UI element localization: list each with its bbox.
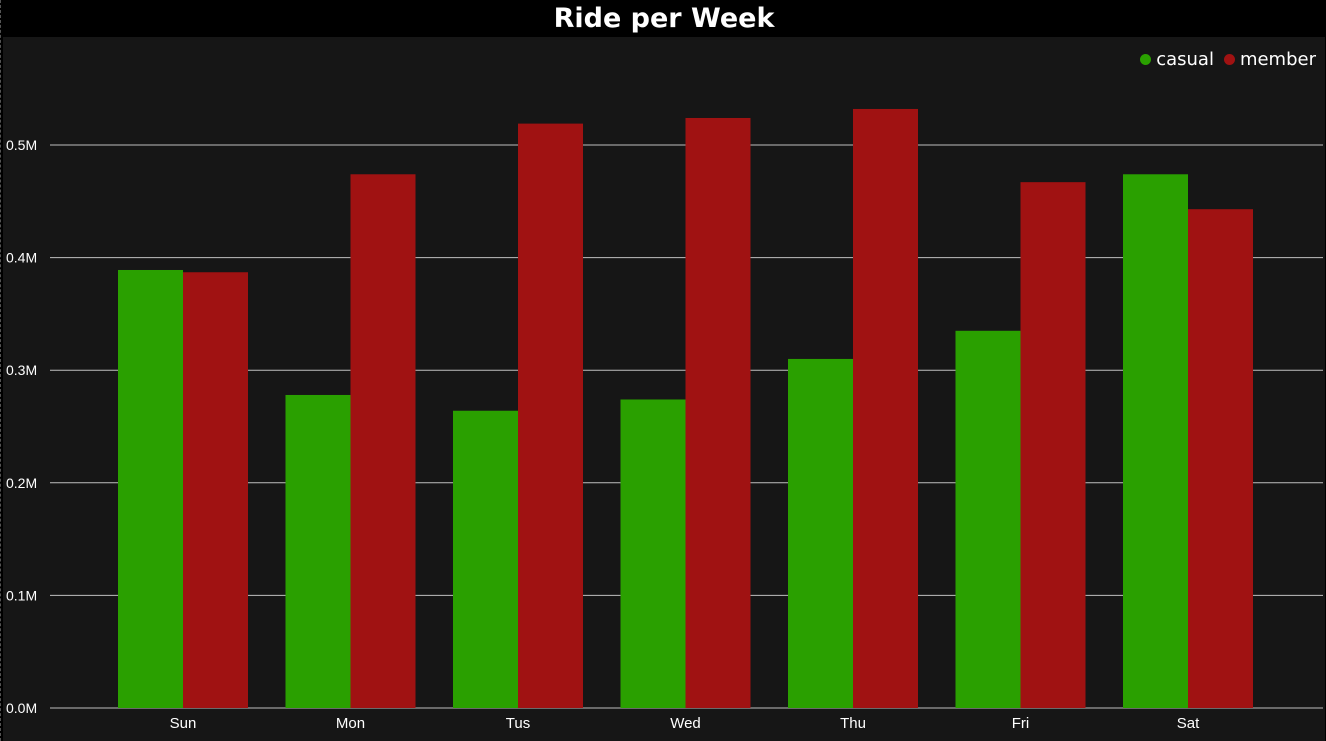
bar-member-thu[interactable] <box>853 108 918 708</box>
y-tick-label: 0.0M <box>6 700 37 716</box>
bar-casual-sat[interactable] <box>1123 174 1188 708</box>
y-tick-label: 0.3M <box>6 362 37 378</box>
legend-label-member: member <box>1239 49 1316 70</box>
y-tick-label: 0.2M <box>6 475 37 491</box>
bar-casual-wed[interactable] <box>620 399 686 708</box>
bar-member-sun[interactable] <box>183 272 248 708</box>
x-tick-label-sun: Sun <box>170 715 197 732</box>
legend-item-casual[interactable]: casual <box>1140 49 1214 70</box>
x-tick-label-tus: Tus <box>506 715 530 732</box>
bar-member-tus[interactable] <box>518 123 583 708</box>
legend-label-casual: casual <box>1156 49 1214 70</box>
legend-swatch-casual <box>1140 54 1152 65</box>
bar-casual-sun[interactable] <box>118 269 183 708</box>
x-tick-label-sat: Sat <box>1177 715 1200 732</box>
bar-casual-mon[interactable] <box>285 394 351 708</box>
chart-title: Ride per Week <box>1 0 1326 37</box>
x-tick-label-wed: Wed <box>670 715 701 732</box>
legend-item-member[interactable]: member <box>1223 49 1316 70</box>
x-tick-label-fri: Fri <box>1012 715 1030 732</box>
bar-casual-fri[interactable] <box>955 330 1021 708</box>
y-tick-label: 0.5M <box>6 137 37 153</box>
bar-member-fri[interactable] <box>1020 182 1086 708</box>
bar-member-wed[interactable] <box>685 117 751 708</box>
x-tick-label-thu: Thu <box>840 715 866 732</box>
legend-swatch-member <box>1223 54 1235 65</box>
y-tick-label: 0.1M <box>6 587 37 603</box>
x-tick-label-mon: Mon <box>336 715 365 732</box>
bar-member-sat[interactable] <box>1188 209 1253 708</box>
bar-casual-thu[interactable] <box>788 358 853 708</box>
legend: casual member <box>1140 49 1316 70</box>
bar-member-mon[interactable] <box>350 174 416 708</box>
bar-casual-tus[interactable] <box>453 410 518 708</box>
y-tick-label: 0.4M <box>6 250 37 266</box>
